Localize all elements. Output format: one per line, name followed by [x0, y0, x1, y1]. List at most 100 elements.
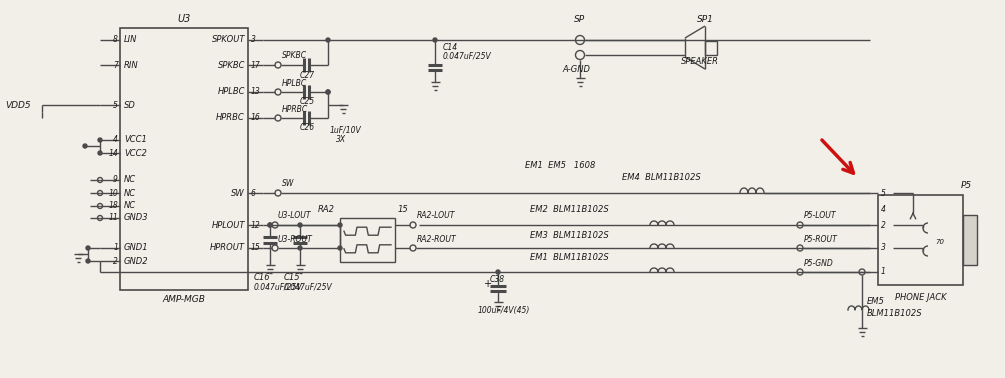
Circle shape: [298, 246, 302, 250]
Text: GND3: GND3: [124, 214, 149, 223]
Text: 0.047uF/25V: 0.047uF/25V: [443, 51, 491, 60]
Text: NC: NC: [124, 201, 136, 211]
Text: RA2-LOUT: RA2-LOUT: [417, 212, 455, 220]
Circle shape: [98, 138, 102, 142]
Text: SW: SW: [282, 180, 294, 189]
Text: 8: 8: [114, 36, 118, 45]
Text: GND1: GND1: [124, 243, 149, 253]
Text: 0.047uF/25V: 0.047uF/25V: [254, 282, 303, 291]
Text: SPKOUT: SPKOUT: [211, 36, 245, 45]
Text: 18: 18: [109, 201, 118, 211]
Text: 70: 70: [935, 239, 944, 245]
Text: HPROUT: HPROUT: [210, 243, 245, 253]
Circle shape: [433, 38, 437, 42]
Text: +: +: [484, 279, 492, 289]
Text: AMP-MGB: AMP-MGB: [163, 296, 205, 305]
Text: U3-LOUT: U3-LOUT: [278, 212, 312, 220]
Text: 10: 10: [109, 189, 118, 197]
Text: A-GND: A-GND: [562, 65, 590, 74]
Text: C38: C38: [490, 276, 506, 285]
Circle shape: [338, 223, 342, 227]
Text: C16: C16: [253, 273, 270, 282]
Text: 9: 9: [114, 175, 118, 184]
Text: P5-ROUT: P5-ROUT: [804, 234, 838, 243]
Circle shape: [86, 259, 90, 263]
Text: 1: 1: [114, 243, 118, 253]
Text: 0.047uF/25V: 0.047uF/25V: [284, 282, 333, 291]
Text: HPLBC: HPLBC: [282, 79, 308, 87]
Text: 3: 3: [881, 243, 885, 253]
Text: EM3  BLM11B102S: EM3 BLM11B102S: [530, 231, 609, 240]
Text: LIN: LIN: [124, 36, 138, 45]
Text: 7: 7: [114, 60, 118, 70]
Text: NC: NC: [124, 189, 136, 197]
Text: VCC1: VCC1: [124, 135, 147, 144]
Circle shape: [496, 270, 500, 274]
Text: EM5: EM5: [867, 297, 884, 307]
Text: SPEAKER: SPEAKER: [681, 57, 719, 67]
Text: 14: 14: [109, 149, 118, 158]
Text: 4: 4: [114, 135, 118, 144]
Text: C15: C15: [283, 273, 300, 282]
Text: 100uF/4V(45): 100uF/4V(45): [478, 305, 531, 314]
Text: NC: NC: [124, 175, 136, 184]
Text: HPLOUT: HPLOUT: [211, 220, 245, 229]
Circle shape: [326, 90, 330, 94]
Text: 2: 2: [881, 220, 885, 229]
Text: RA2: RA2: [318, 206, 335, 214]
Text: P5-GND: P5-GND: [804, 259, 834, 268]
Text: 11: 11: [109, 214, 118, 223]
Text: BLM11B102S: BLM11B102S: [867, 310, 923, 319]
Circle shape: [268, 223, 272, 227]
Text: 4: 4: [881, 204, 885, 214]
Circle shape: [98, 151, 102, 155]
Text: EM1  EM5   1608: EM1 EM5 1608: [525, 161, 595, 169]
Bar: [878, 195, 963, 285]
Text: 3: 3: [251, 36, 256, 45]
Text: 5: 5: [114, 101, 118, 110]
Bar: [705, 41, 717, 55]
Text: SD: SD: [124, 101, 136, 110]
Text: C27: C27: [300, 71, 316, 79]
Text: P5-LOUT: P5-LOUT: [804, 212, 836, 220]
Text: GND2: GND2: [124, 257, 149, 265]
Circle shape: [338, 246, 342, 250]
Text: HPLBC: HPLBC: [217, 87, 245, 96]
Bar: [120, 28, 248, 290]
Text: EM2  BLM11B102S: EM2 BLM11B102S: [530, 206, 609, 214]
Text: U3: U3: [177, 14, 191, 24]
Text: C26: C26: [300, 124, 316, 133]
Text: 6: 6: [251, 189, 256, 197]
Text: SP1: SP1: [696, 15, 714, 25]
Circle shape: [268, 223, 272, 227]
Text: VCC2: VCC2: [124, 149, 147, 158]
Text: SPKBC: SPKBC: [282, 51, 308, 60]
Text: 3X: 3X: [336, 135, 346, 144]
Text: 17: 17: [251, 60, 260, 70]
Text: 15: 15: [398, 206, 409, 214]
Circle shape: [326, 90, 330, 94]
Text: 16: 16: [251, 113, 260, 122]
Text: U3-ROUT: U3-ROUT: [278, 234, 313, 243]
Text: EM1  BLM11B102S: EM1 BLM11B102S: [530, 254, 609, 262]
Text: 1: 1: [881, 268, 885, 276]
Text: P5: P5: [961, 181, 972, 191]
Text: EM4  BLM11B102S: EM4 BLM11B102S: [622, 172, 700, 181]
Text: C25: C25: [300, 98, 316, 107]
Text: PHONE JACK: PHONE JACK: [894, 293, 947, 302]
Text: 13: 13: [251, 87, 260, 96]
Text: RIN: RIN: [124, 60, 139, 70]
Circle shape: [83, 144, 87, 148]
Text: HPRBC: HPRBC: [216, 113, 245, 122]
Text: RA2-ROUT: RA2-ROUT: [417, 234, 456, 243]
Text: 2: 2: [114, 257, 118, 265]
Text: 5: 5: [881, 189, 885, 197]
Bar: [963, 215, 977, 265]
Text: SP: SP: [575, 15, 586, 25]
Text: SPKBC: SPKBC: [217, 60, 245, 70]
Bar: [340, 218, 395, 262]
Text: VDD5: VDD5: [5, 101, 30, 110]
Text: 15: 15: [251, 243, 260, 253]
Text: 12: 12: [251, 220, 260, 229]
Text: 1uF/10V: 1uF/10V: [330, 125, 362, 135]
